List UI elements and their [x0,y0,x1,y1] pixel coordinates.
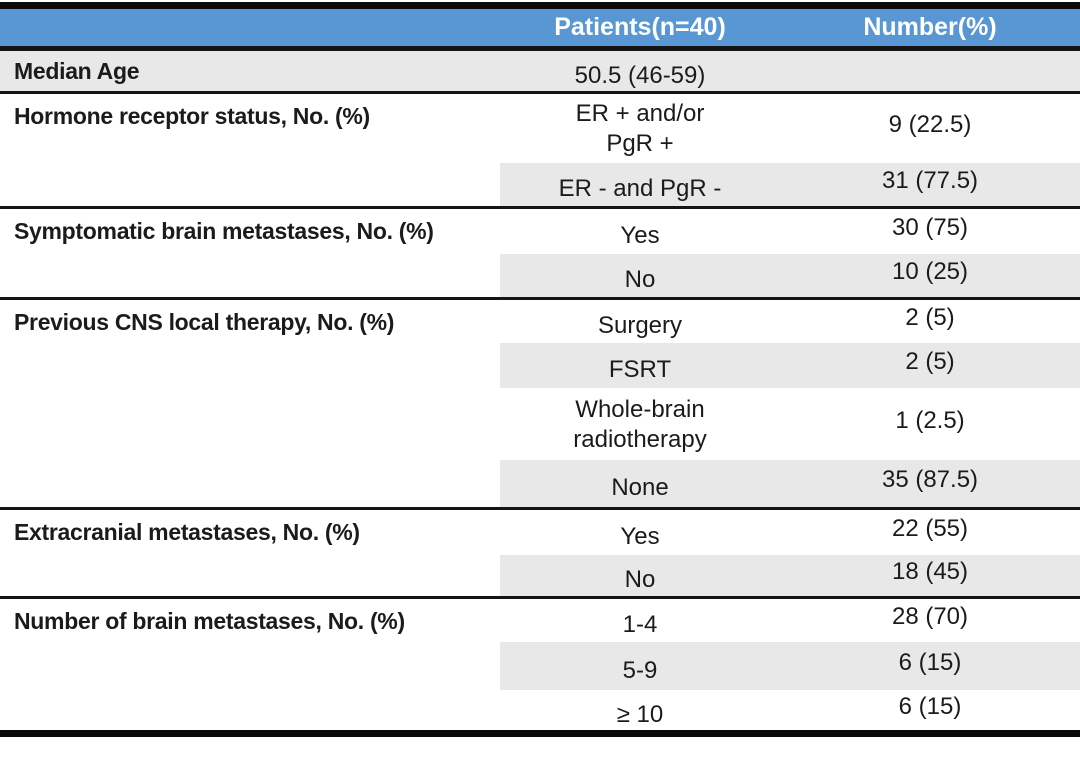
table-row: Hormone receptor status, No. (%) ER + an… [0,92,1080,163]
cell-number: 2 (5) [780,342,1080,388]
patient-characteristics-table: Patients(n=40) Number(%) Median Age 50.5… [0,2,1080,737]
table-row: Previous CNS local therapy, No. (%) Surg… [0,298,1080,343]
cell-patients: 50.5 (46-59) [500,48,780,93]
table-row: ≥ 10 6 (15) [0,690,1080,734]
table-row: FSRT 2 (5) [0,342,1080,388]
cell-patients: Surgery [597,312,683,340]
table-header-row: Patients(n=40) Number(%) [0,5,1080,49]
header-cell-number: Number(%) [863,13,997,41]
table-row: 5-9 6 (15) [0,641,1080,690]
cell-number: 22 (55) [891,515,969,543]
cell-patients: ER - and PgR - [500,162,780,208]
cell-number: 6 (15) [898,692,962,720]
header-cell-empty [0,6,500,49]
header-cell-patients: Patients(n=40) [554,13,726,41]
cell-number: 35 (87.5) [780,459,1080,509]
cell-patients: 5-9 [500,641,780,690]
table-row: Median Age 50.5 (46-59) [0,48,1080,93]
cell-number: 31 (77.5) [780,162,1080,208]
cell-number: 28 (70) [891,603,969,631]
row-label-previous-cns-therapy: Previous CNS local therapy, No. (%) [14,309,395,335]
table-row: ER - and PgR - 31 (77.5) [0,162,1080,208]
table-row: No 18 (45) [0,554,1080,598]
cell-patients: 1-4 [622,611,658,639]
row-label-median-age: Median Age [0,48,500,93]
row-label-number-brain-metastases: Number of brain metastases, No. (%) [14,608,405,634]
cell-patients: Yes [620,523,660,551]
cell-patients: No [500,554,780,598]
cell-patients: Whole-brain radiotherapy [573,395,707,453]
cell-number: 6 (15) [780,641,1080,690]
table-row: Whole-brain radiotherapy 1 (2.5) [0,388,1080,460]
table-row: Number of brain metastases, No. (%) 1-4 … [0,597,1080,642]
cell-patients: FSRT [500,342,780,388]
cell-number: 9 (22.5) [888,111,972,139]
cell-patients: ER + and/or PgR + [575,100,705,158]
table-row: None 35 (87.5) [0,459,1080,509]
cell-patients: None [500,459,780,509]
table-row: Symptomatic brain metastases, No. (%) Ye… [0,207,1080,254]
cell-number: 1 (2.5) [895,406,965,434]
cell-number: 30 (75) [891,214,969,242]
cell-patients: No [500,253,780,299]
table-row: Extracranial metastases, No. (%) Yes 22 … [0,508,1080,555]
row-label-symptomatic-brain-metastases: Symptomatic brain metastases, No. (%) [14,218,434,244]
table-row: No 10 (25) [0,253,1080,299]
cell-patients: Yes [620,222,660,250]
cell-number [780,48,1080,93]
cell-number: 2 (5) [905,304,955,332]
cell-patients: ≥ 10 [616,700,664,728]
row-label-hormone-receptor: Hormone receptor status, No. (%) [14,103,370,129]
cell-number: 18 (45) [780,554,1080,598]
row-label-extracranial-metastases: Extracranial metastases, No. (%) [14,519,360,545]
cell-number: 10 (25) [780,253,1080,299]
